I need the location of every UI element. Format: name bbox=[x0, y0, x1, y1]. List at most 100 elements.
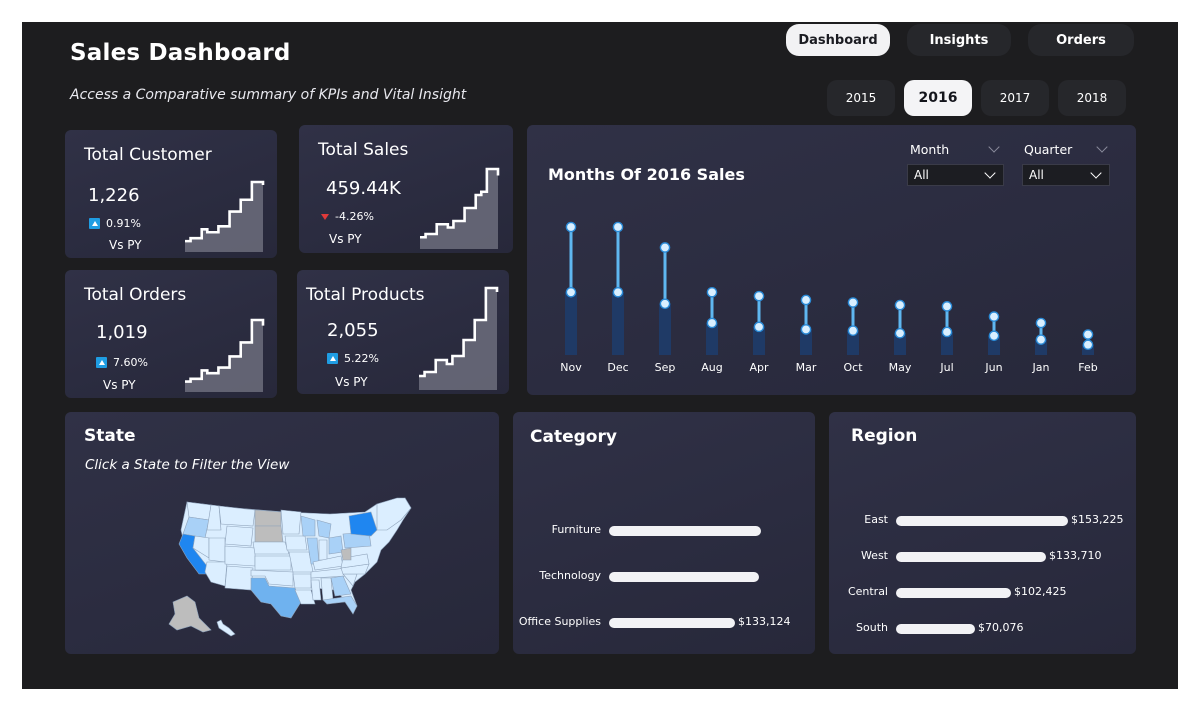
state-louisiana[interactable] bbox=[294, 589, 316, 605]
nav-insights-button[interactable]: Insights bbox=[907, 24, 1011, 56]
state-west-virginia[interactable] bbox=[340, 547, 352, 561]
year-2016-button[interactable]: 2016 bbox=[904, 80, 972, 116]
month-bar[interactable] bbox=[941, 331, 953, 355]
month-bar[interactable] bbox=[988, 335, 1000, 355]
month-point-low[interactable] bbox=[753, 321, 765, 333]
month-point-low[interactable] bbox=[612, 286, 624, 298]
month-point-high[interactable] bbox=[753, 290, 765, 302]
month-point-high[interactable] bbox=[1035, 317, 1047, 329]
kpi-value: 1,226 bbox=[88, 185, 140, 206]
bar[interactable] bbox=[609, 526, 761, 536]
state-north-dakota[interactable] bbox=[254, 509, 282, 527]
state-alaska[interactable] bbox=[168, 595, 212, 633]
month-filter-select[interactable]: All bbox=[907, 164, 1004, 186]
kpi-value: 1,019 bbox=[96, 322, 148, 343]
state-arkansas[interactable] bbox=[292, 573, 312, 589]
us-state-map[interactable] bbox=[165, 490, 430, 640]
state-new-england[interactable] bbox=[376, 497, 412, 531]
state-kansas[interactable] bbox=[254, 555, 292, 571]
month-bar[interactable] bbox=[753, 326, 765, 355]
state-georgia[interactable] bbox=[330, 575, 352, 597]
state-new-york[interactable] bbox=[348, 511, 378, 537]
month-bar[interactable] bbox=[706, 323, 718, 355]
month-bar[interactable] bbox=[565, 292, 577, 355]
state-utah[interactable] bbox=[208, 537, 226, 563]
sparkline-line bbox=[420, 167, 500, 239]
quarter-filter-label: Quarter bbox=[1024, 142, 1073, 157]
kpi-label: Total Sales bbox=[318, 140, 409, 160]
sparkline bbox=[185, 180, 265, 252]
month-axis-label: Jul bbox=[939, 361, 953, 374]
month-point-low[interactable] bbox=[894, 327, 906, 339]
bar[interactable] bbox=[896, 516, 1068, 526]
kpi-card-total-orders[interactable]: Total Orders 1,019 7.60% Vs PY bbox=[65, 270, 277, 398]
month-point-high[interactable] bbox=[941, 301, 953, 312]
nav-dashboard-button[interactable]: Dashboard bbox=[786, 24, 890, 56]
state-new-mexico[interactable] bbox=[224, 565, 254, 591]
bar[interactable] bbox=[609, 572, 759, 582]
state-texas[interactable] bbox=[250, 577, 302, 619]
state-wyoming[interactable] bbox=[224, 525, 254, 547]
state-nebraska[interactable] bbox=[252, 541, 290, 555]
quarter-filter-select[interactable]: All bbox=[1022, 164, 1110, 186]
months-sales-card: Months Of 2016 Sales Month All Quarter A… bbox=[527, 125, 1136, 395]
month-point-low[interactable] bbox=[706, 317, 718, 329]
month-point-high[interactable] bbox=[612, 221, 624, 233]
month-bar[interactable] bbox=[612, 292, 624, 355]
month-point-high[interactable] bbox=[706, 286, 718, 298]
bar[interactable] bbox=[609, 618, 735, 628]
state-wisconsin[interactable] bbox=[300, 515, 316, 537]
state-alabama[interactable] bbox=[320, 577, 334, 601]
year-2015-button[interactable]: 2015 bbox=[827, 80, 895, 116]
month-point-low[interactable] bbox=[1082, 339, 1094, 351]
state-south-dakota[interactable] bbox=[254, 525, 284, 543]
state-montana[interactable] bbox=[218, 505, 256, 527]
month-point-low[interactable] bbox=[659, 298, 671, 310]
month-point-low[interactable] bbox=[800, 324, 812, 335]
sparkline bbox=[185, 318, 265, 392]
bar[interactable] bbox=[896, 552, 1046, 562]
kpi-delta: 0.91% bbox=[89, 217, 141, 230]
month-point-low[interactable] bbox=[988, 330, 1000, 342]
year-2017-button[interactable]: 2017 bbox=[981, 80, 1049, 116]
month-bar[interactable] bbox=[800, 329, 812, 355]
sparkline-area bbox=[419, 288, 497, 390]
month-point-high[interactable] bbox=[988, 311, 1000, 322]
bar[interactable] bbox=[896, 624, 975, 634]
month-point-low[interactable] bbox=[565, 286, 577, 298]
month-point-high[interactable] bbox=[894, 299, 906, 311]
month-bar[interactable] bbox=[847, 330, 859, 355]
month-bar[interactable] bbox=[659, 303, 671, 355]
bar[interactable] bbox=[896, 588, 1011, 598]
kpi-card-total-products[interactable]: Total Products 2,055 5.22% Vs PY bbox=[297, 270, 509, 394]
state-idaho[interactable] bbox=[206, 504, 222, 531]
state-minnesota[interactable] bbox=[280, 509, 302, 535]
sparkline-area bbox=[185, 320, 263, 392]
month-point-low[interactable] bbox=[847, 325, 859, 336]
month-axis-label: Oct bbox=[843, 361, 863, 374]
kpi-card-total-customer[interactable]: Total Customer 1,226 0.91% Vs PY bbox=[65, 130, 277, 258]
state-florida[interactable] bbox=[322, 595, 358, 615]
month-point-high[interactable] bbox=[847, 297, 859, 308]
state-arizona[interactable] bbox=[204, 561, 228, 587]
state-ohio[interactable] bbox=[328, 535, 344, 555]
month-point-low[interactable] bbox=[1035, 334, 1047, 345]
month-bar[interactable] bbox=[894, 333, 906, 355]
nav-orders-button[interactable]: Orders bbox=[1028, 24, 1134, 56]
kpi-card-total-sales[interactable]: Total Sales 459.44K -4.26% Vs PY bbox=[299, 125, 513, 253]
month-point-low[interactable] bbox=[941, 326, 953, 338]
month-point-high[interactable] bbox=[565, 221, 577, 233]
month-point-high[interactable] bbox=[800, 294, 812, 306]
month-point-high[interactable] bbox=[1082, 329, 1094, 340]
kpi-vs-label: Vs PY bbox=[329, 232, 362, 246]
state-mississippi[interactable] bbox=[310, 579, 322, 601]
state-hawaii[interactable] bbox=[216, 619, 236, 637]
year-2018-button[interactable]: 2018 bbox=[1058, 80, 1126, 116]
state-iowa[interactable] bbox=[284, 535, 308, 551]
month-point-high[interactable] bbox=[659, 242, 671, 253]
sparkline-line bbox=[185, 180, 265, 243]
us-states[interactable] bbox=[168, 497, 412, 637]
state-indiana[interactable] bbox=[318, 539, 328, 561]
kpi-vs-label: Vs PY bbox=[109, 238, 142, 252]
state-colorado[interactable] bbox=[224, 545, 256, 567]
